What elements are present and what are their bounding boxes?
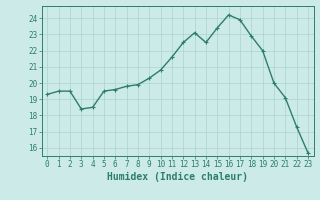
- X-axis label: Humidex (Indice chaleur): Humidex (Indice chaleur): [107, 172, 248, 182]
